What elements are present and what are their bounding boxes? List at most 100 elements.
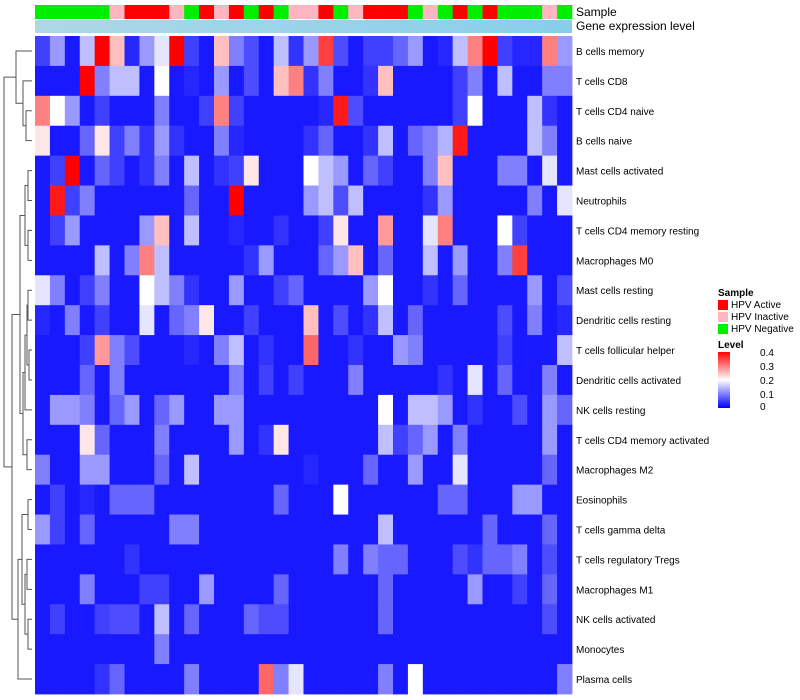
heatmap-cell <box>497 215 513 246</box>
row-dendrogram <box>3 50 32 680</box>
heatmap-cell <box>64 365 81 396</box>
heatmap-cell <box>258 335 275 366</box>
heatmap-cell <box>35 335 51 366</box>
level-color-bar <box>718 352 730 408</box>
heatmap-cell <box>497 424 513 456</box>
heatmap-cell <box>407 305 424 336</box>
heatmap-cell <box>109 95 125 127</box>
sample-annotation-cell <box>109 5 125 19</box>
heatmap-cell <box>467 634 483 665</box>
heatmap-cell <box>35 634 51 665</box>
heatmap-cell <box>288 275 304 306</box>
heatmap-cell <box>258 365 275 396</box>
heatmap-cell <box>184 155 200 186</box>
sample-annotation-cell <box>318 5 334 19</box>
heatmap-cell <box>94 484 110 515</box>
heatmap-cell <box>169 155 185 186</box>
sample-annotation-cell <box>512 5 528 19</box>
heatmap-cell <box>452 574 468 605</box>
heatmap-cell <box>467 36 483 67</box>
heatmap-cell <box>303 65 319 97</box>
heatmap-cell <box>482 604 498 635</box>
heatmap-cell <box>184 664 200 695</box>
heatmap-cell <box>467 484 483 515</box>
heatmap-cell <box>542 95 558 127</box>
heatmap-cell <box>139 544 155 575</box>
heatmap-cell <box>318 454 334 486</box>
heatmap-cell <box>557 155 573 186</box>
heatmap-cell <box>169 185 185 216</box>
dendrogram-branch <box>26 439 32 471</box>
heatmap-cell <box>407 95 424 127</box>
heatmap-cell <box>64 95 81 127</box>
heatmap-cell <box>348 664 364 695</box>
heatmap-cell <box>94 365 110 396</box>
heatmap-cell <box>243 574 260 605</box>
heatmap-cell <box>288 544 304 575</box>
heatmap-cell <box>318 634 334 665</box>
sample-legend-title: Sample <box>718 288 754 299</box>
heatmap-cell <box>557 36 573 67</box>
heatmap-cell <box>393 544 409 575</box>
heatmap-cell <box>452 544 468 575</box>
heatmap-cell <box>273 664 289 695</box>
heatmap-cell <box>199 454 215 486</box>
heatmap-cell <box>49 664 66 695</box>
heatmap-cell <box>557 65 573 97</box>
legend-swatch-hpv-negative <box>718 324 728 334</box>
heatmap-cell <box>288 245 304 276</box>
heatmap-cell <box>422 544 439 575</box>
heatmap-cell <box>333 634 349 665</box>
heatmap-cell <box>303 604 319 635</box>
heatmap-cell <box>557 544 573 575</box>
heatmap-cell <box>318 275 334 306</box>
heatmap-cell <box>124 454 140 486</box>
heatmap-cell <box>378 484 394 515</box>
heatmap-cell <box>527 275 543 306</box>
heatmap-cell <box>333 275 349 306</box>
heatmap-cell <box>228 544 245 575</box>
heatmap-cell <box>407 634 424 665</box>
heatmap-cell <box>363 365 379 396</box>
heatmap-cell <box>333 36 349 67</box>
heatmap-cell <box>169 424 185 456</box>
heatmap-cell <box>557 245 573 276</box>
heatmap-cell <box>318 544 334 575</box>
heatmap-cell <box>482 424 498 456</box>
heatmap-cell <box>437 514 454 545</box>
heatmap-cell <box>139 634 155 665</box>
heatmap-cell <box>35 215 51 246</box>
heatmap-cell <box>333 245 349 276</box>
heatmap-cell <box>467 95 483 127</box>
heatmap-cell <box>49 544 66 575</box>
heatmap-cell <box>393 574 409 605</box>
heatmap-cell <box>154 664 170 695</box>
heatmap-cell <box>35 424 51 456</box>
sample-annotation-cell <box>49 5 66 19</box>
heatmap-cell <box>318 514 334 545</box>
heatmap-cell <box>288 514 304 545</box>
heatmap-cell <box>214 664 230 695</box>
heatmap-cell <box>467 544 483 575</box>
heatmap-cell <box>184 36 200 67</box>
heatmap-cell <box>348 245 364 276</box>
heatmap-cell <box>214 365 230 396</box>
sample-annotation-cell <box>482 5 498 19</box>
heatmap-cell <box>214 335 230 366</box>
heatmap-cell <box>258 574 275 605</box>
sample-annotation-cell <box>452 5 468 19</box>
heatmap-cell <box>64 664 81 695</box>
heatmap-cell <box>393 65 409 97</box>
heatmap-cell <box>124 574 140 605</box>
heatmap-cell <box>109 394 125 426</box>
heatmap-cell <box>437 454 454 486</box>
heatmap-cell <box>258 155 275 186</box>
heatmap-cell <box>467 185 483 216</box>
heatmap-cell <box>363 424 379 456</box>
heatmap-cell <box>109 305 125 336</box>
heatmap-cell <box>363 215 379 246</box>
level-tick-0-1: 0.1 <box>760 390 774 401</box>
heatmap-cell <box>407 335 424 366</box>
heatmap-cell <box>542 514 558 545</box>
row-label: Eosinophils <box>576 496 627 507</box>
